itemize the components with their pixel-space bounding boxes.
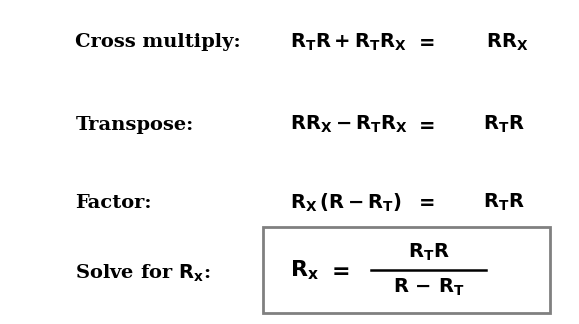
Text: $\mathbf{R_TR}$: $\mathbf{R_TR}$ xyxy=(408,242,449,263)
Text: $\mathbf{R_x}$: $\mathbf{R_x}$ xyxy=(290,258,318,282)
Text: Transpose:: Transpose: xyxy=(75,116,193,134)
Text: $\mathbf{R_TR}$: $\mathbf{R_TR}$ xyxy=(483,114,525,135)
Text: $\mathbf{=}$: $\mathbf{=}$ xyxy=(416,116,435,134)
Text: $\mathbf{R\,-\,R_T}$: $\mathbf{R\,-\,R_T}$ xyxy=(393,276,464,297)
Text: $\mathbf{RR_X}$: $\mathbf{RR_X}$ xyxy=(486,31,529,53)
Text: $\mathbf{=}$: $\mathbf{=}$ xyxy=(416,193,435,212)
Bar xyxy=(263,227,550,313)
Text: Factor:: Factor: xyxy=(75,193,152,212)
Text: $\mathbf{R_TR}$: $\mathbf{R_TR}$ xyxy=(483,192,525,213)
Text: $\mathbf{RR_X - R_TR_X}$: $\mathbf{RR_X - R_TR_X}$ xyxy=(290,114,407,135)
Text: $\mathbf{R_X\,(R - R_T)}$: $\mathbf{R_X\,(R - R_T)}$ xyxy=(290,191,401,214)
Text: $\mathbf{=}$: $\mathbf{=}$ xyxy=(416,33,435,51)
Text: Cross multiply:: Cross multiply: xyxy=(75,33,241,51)
Text: Solve for $\mathbf{R_x}$:: Solve for $\mathbf{R_x}$: xyxy=(75,263,211,284)
Text: $\mathbf{R_TR + R_TR_X}$: $\mathbf{R_TR + R_TR_X}$ xyxy=(290,31,406,53)
Text: $\mathbf{=}$: $\mathbf{=}$ xyxy=(327,259,350,281)
